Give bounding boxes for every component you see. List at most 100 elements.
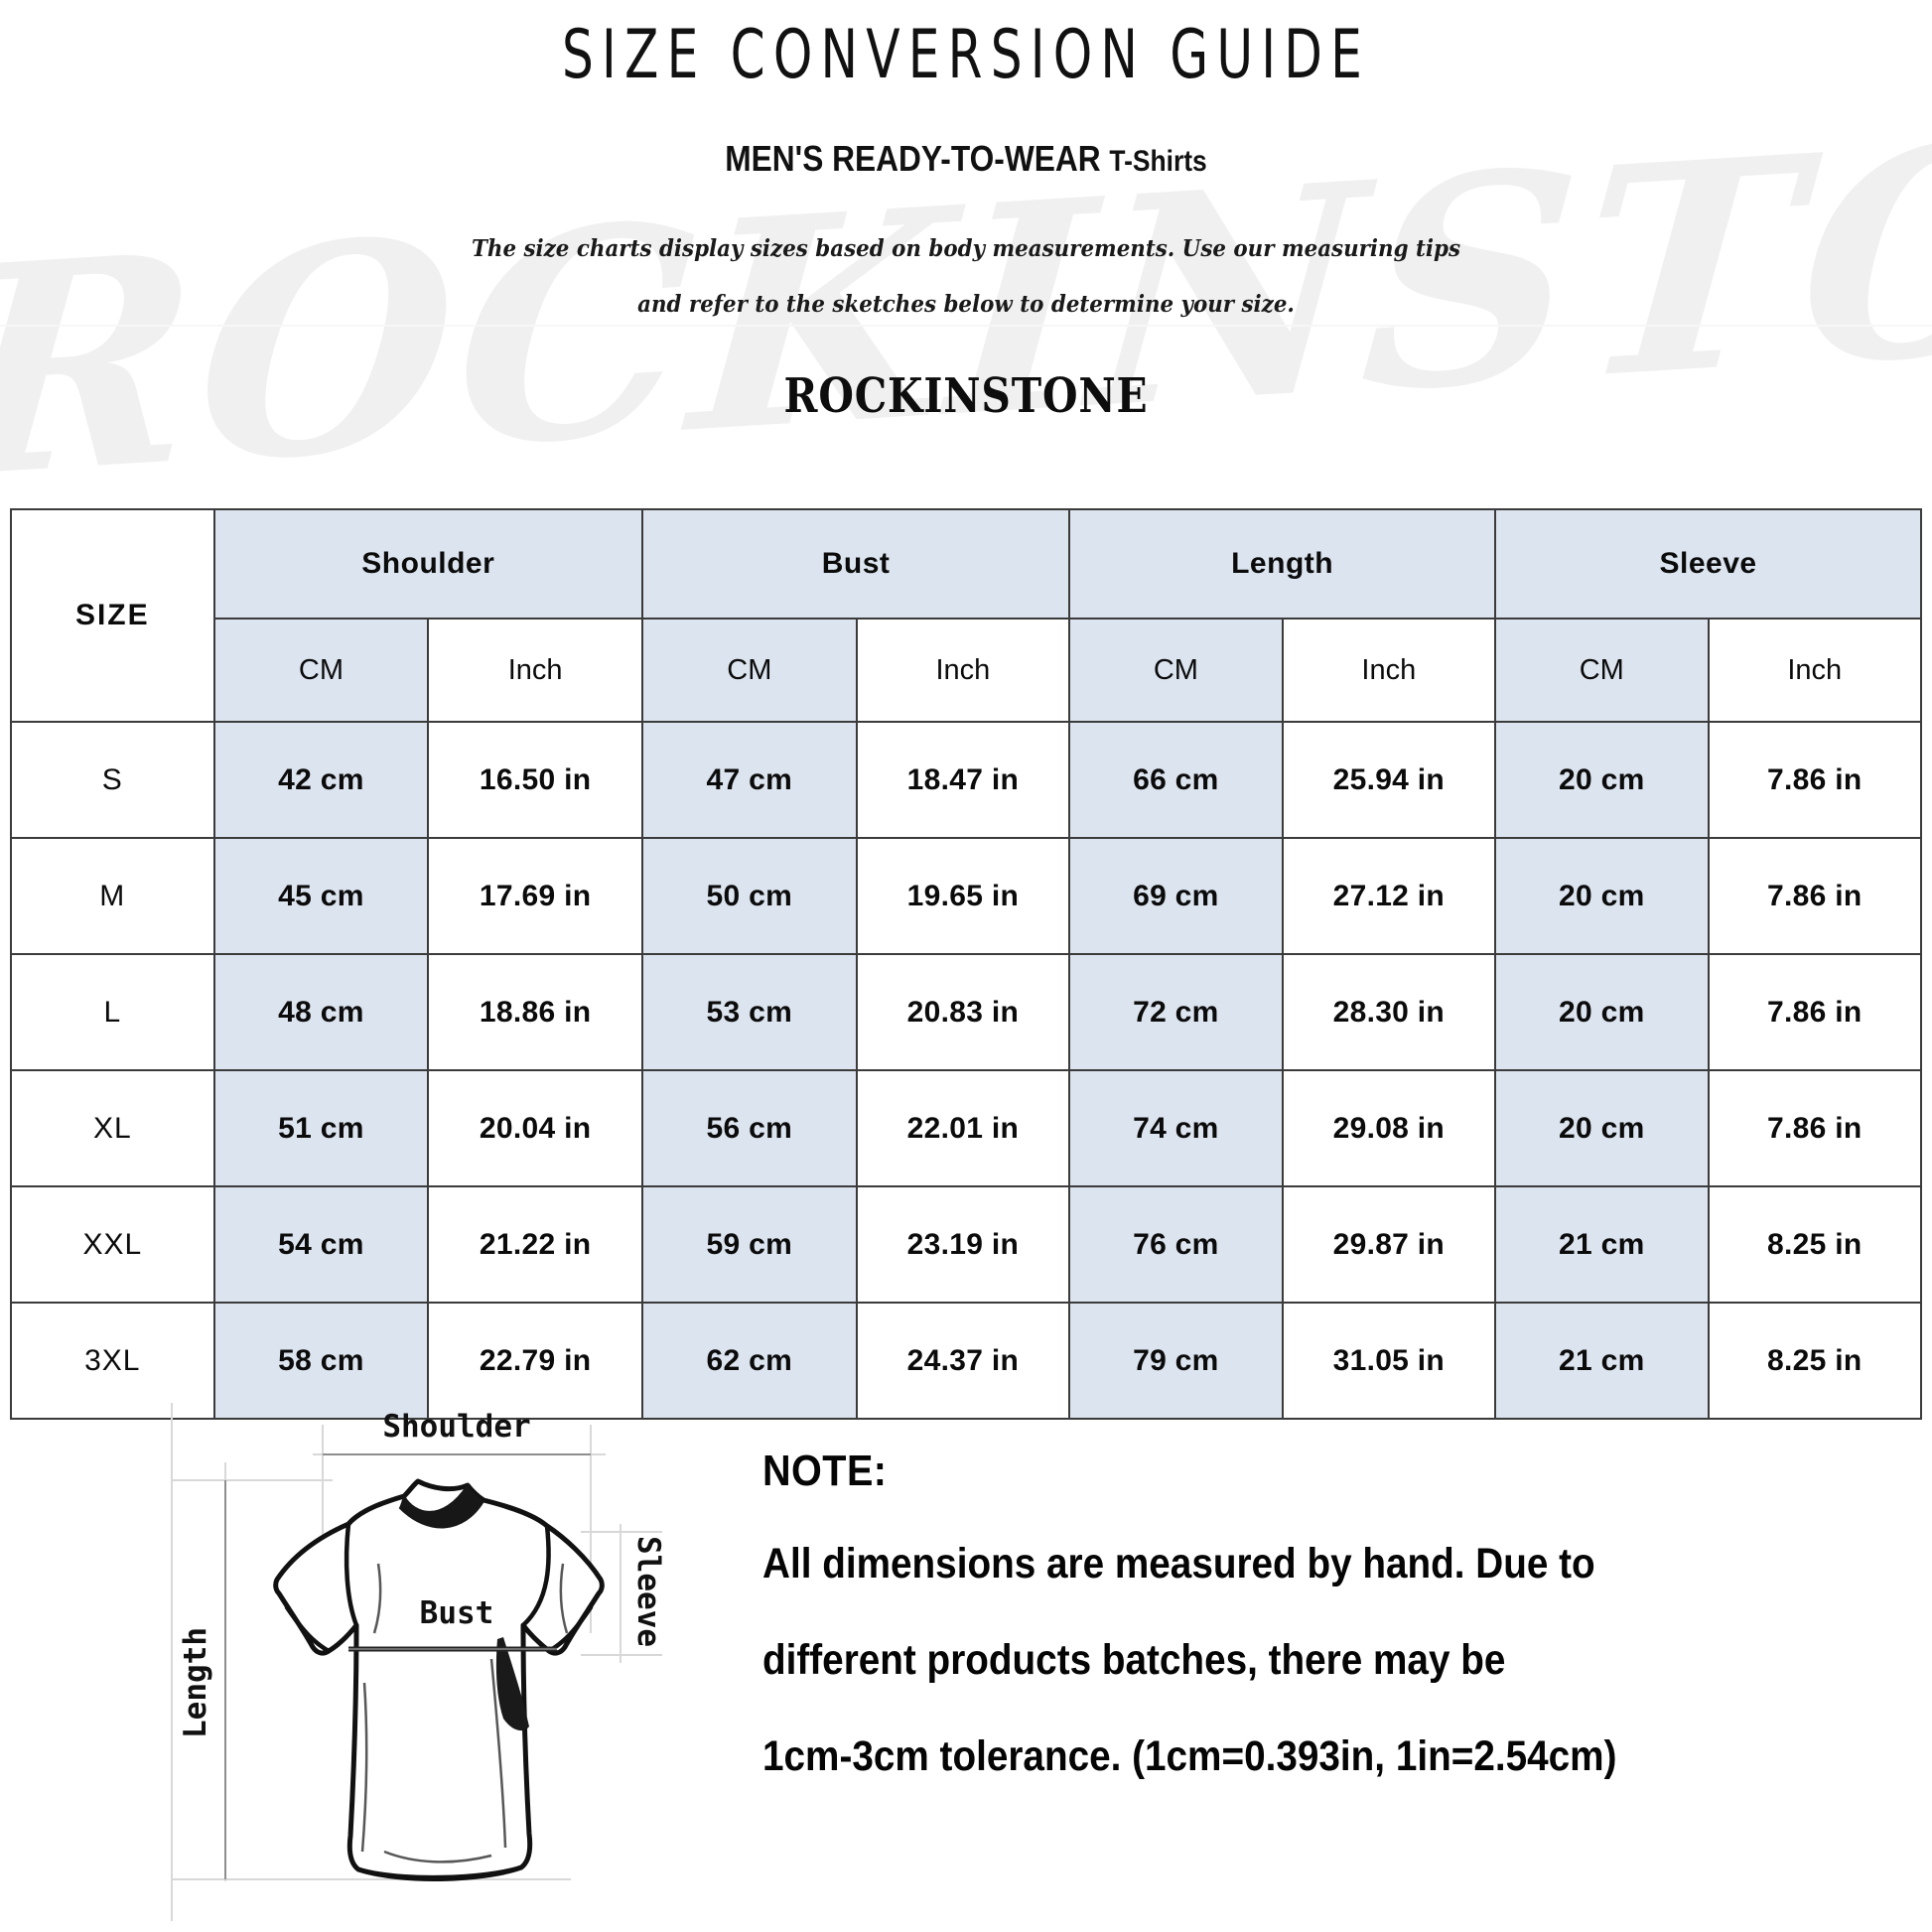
header-unit-sleeve-inch: Inch: [1707, 618, 1923, 723]
cell-xxl-cm-2: 76 cm: [1068, 1185, 1284, 1304]
cell-xxl-cm-3: 21 cm: [1494, 1185, 1710, 1304]
cell-s-cm-2: 66 cm: [1068, 721, 1284, 839]
cell-s-inch-0: 16.50 in: [427, 721, 643, 839]
cell-m-cm-3: 20 cm: [1494, 837, 1710, 955]
cell-s-cm-0: 42 cm: [212, 721, 430, 839]
note-heading: NOTE:: [762, 1447, 888, 1495]
cell-xxl-inch-2: 29.87 in: [1281, 1185, 1497, 1304]
note-line-3: 1cm-3cm tolerance. (1cm=0.393in, 1in=2.5…: [762, 1732, 1617, 1780]
cell-xl-cm-1: 56 cm: [640, 1069, 858, 1187]
cell-3xl-inch-1: 24.37 in: [855, 1302, 1071, 1420]
cell-l-inch-1: 20.83 in: [855, 953, 1071, 1071]
cell-l-cm-0: 48 cm: [212, 953, 430, 1071]
cell-size-xxl: XXL: [10, 1185, 215, 1304]
cell-3xl-inch-3: 8.25 in: [1707, 1302, 1923, 1420]
cell-m-cm-1: 50 cm: [640, 837, 858, 955]
cell-size-s: S: [10, 721, 215, 839]
label-sleeve: Sleeve: [630, 1536, 666, 1647]
cell-s-inch-2: 25.94 in: [1281, 721, 1497, 839]
cell-l-cm-2: 72 cm: [1068, 953, 1284, 1071]
label-shoulder: Shoulder: [382, 1409, 530, 1445]
header-group-length: Length: [1068, 508, 1497, 620]
cell-s-cm-3: 20 cm: [1494, 721, 1710, 839]
cell-l-inch-3: 7.86 in: [1707, 953, 1923, 1071]
cell-xl-inch-3: 7.86 in: [1707, 1069, 1923, 1187]
cell-size-xl: XL: [10, 1069, 215, 1187]
cell-m-cm-2: 69 cm: [1068, 837, 1284, 955]
cell-xl-inch-1: 22.01 in: [855, 1069, 1071, 1187]
table-group-header-row: SIZE Shoulder Bust Length Sleeve: [10, 508, 1922, 723]
cell-m-inch-0: 17.69 in: [427, 837, 643, 955]
page-subtitle: MEN'S READY-TO-WEAR T-Shirts: [116, 94, 1816, 180]
cell-xl-cm-3: 20 cm: [1494, 1069, 1710, 1187]
table-row: XL 51 cm 20.04 in 56 cm 22.01 in 74 cm 29.08 i…: [10, 1069, 1923, 1187]
header-group-sleeve: Sleeve: [1494, 508, 1922, 620]
cell-xxl-inch-1: 23.19 in: [855, 1185, 1071, 1304]
tshirt-sketch-icon: Shoulder Bust Length Sleeve: [171, 1403, 666, 1921]
header-unit-sleeve-cm: CM: [1494, 618, 1710, 723]
table-unit-header-row: CM Inch CM Inch CM Inch CM Inch: [11, 618, 1923, 723]
header-unit-bust-inch: Inch: [855, 618, 1071, 723]
cell-xl-inch-2: 29.08 in: [1281, 1069, 1497, 1187]
brand-name: ROCKINSTONE: [783, 368, 1149, 424]
cell-xl-cm-2: 74 cm: [1068, 1069, 1284, 1187]
cell-l-inch-0: 18.86 in: [427, 953, 643, 1071]
cell-size-l: L: [10, 953, 215, 1071]
cell-l-cm-1: 53 cm: [640, 953, 858, 1071]
description-line-1: The size charts display sizes based on b…: [471, 235, 1461, 318]
cell-m-inch-2: 27.12 in: [1281, 837, 1497, 955]
header-unit-length-inch: Inch: [1281, 618, 1497, 723]
page-description: The size charts display sizes based on b…: [459, 180, 1474, 333]
subtitle-category: MEN'S READY-TO-WEAR: [725, 138, 1101, 179]
cell-xxl-cm-1: 59 cm: [640, 1185, 858, 1304]
subtitle-product: T-Shirts: [1109, 145, 1207, 178]
cell-xxl-inch-0: 21.22 in: [427, 1185, 643, 1304]
cell-xl-inch-0: 20.04 in: [427, 1069, 643, 1187]
table-row: M 45 cm 17.69 in 50 cm 19.65 in 69 cm 27.12 in…: [10, 837, 1923, 955]
note-line-1: All dimensions are measured by hand. Due…: [762, 1540, 1595, 1587]
cell-s-cm-1: 47 cm: [640, 721, 858, 839]
cell-s-inch-1: 18.47 in: [855, 721, 1071, 839]
header-unit-shoulder-inch: Inch: [427, 618, 643, 723]
header-unit-length-cm: CM: [1068, 618, 1284, 723]
table-row: S 42 cm 16.50 in 47 cm 18.47 in 66 cm 25.94 in…: [10, 721, 1923, 839]
note-line-2: different products batches, there may be: [762, 1636, 1506, 1684]
table-row: 3XL 58 cm 22.79 in 62 cm 24.37 in 79 cm 31.05 …: [10, 1302, 1923, 1420]
cell-3xl-cm-3: 21 cm: [1494, 1302, 1710, 1420]
cell-3xl-cm-0: 58 cm: [212, 1302, 430, 1420]
size-table-container: SIZE Shoulder Bust Length Sleeve CM Inch…: [10, 508, 1923, 1420]
cell-s-inch-3: 7.86 in: [1707, 721, 1923, 839]
size-chart-table: SIZE Shoulder Bust Length Sleeve CM Inch…: [10, 508, 1923, 1420]
cell-m-inch-3: 7.86 in: [1707, 837, 1923, 955]
header-size: SIZE: [10, 508, 215, 723]
collar-shape: [398, 1482, 485, 1529]
cell-m-cm-0: 45 cm: [212, 837, 430, 955]
header-unit-shoulder-cm: CM: [212, 618, 430, 723]
label-length: Length: [178, 1627, 213, 1738]
table-body: S 42 cm 16.50 in 47 cm 18.47 in 66 cm 25.94 in…: [10, 721, 1923, 1420]
table-row: L 48 cm 18.86 in 53 cm 20.83 in 72 cm 28.30 in…: [10, 953, 1923, 1071]
underarm-shade: [495, 1637, 529, 1731]
header-unit-bust-cm: CM: [640, 618, 858, 723]
cell-size-m: M: [10, 837, 215, 955]
cell-size-3xl: 3XL: [10, 1302, 215, 1420]
description-line-2: below to determine your size.: [943, 291, 1295, 318]
cell-l-inch-2: 28.30 in: [1281, 953, 1497, 1071]
bottom-section: Shoulder Bust Length Sleeve NOTE: All di…: [0, 1385, 1932, 1932]
cell-l-cm-3: 20 cm: [1494, 953, 1710, 1071]
page-title: SIZE CONVERSION GUIDE: [561, 16, 1370, 94]
header-group-shoulder: Shoulder: [212, 508, 643, 620]
cell-xl-cm-0: 51 cm: [212, 1069, 430, 1187]
header-group-bust: Bust: [640, 508, 1071, 620]
note-block: NOTE: All dimensions are measured by han…: [762, 1447, 1914, 1781]
cell-xxl-inch-3: 8.25 in: [1707, 1185, 1923, 1304]
table-row: XXL 54 cm 21.22 in 59 cm 23.19 in 76 cm 29.87 …: [10, 1185, 1923, 1304]
tshirt-measurement-diagram: Shoulder Bust Length Sleeve: [154, 1385, 690, 1932]
page-header: SIZE CONVERSION GUIDE MEN'S READY-TO-WEA…: [0, 0, 1932, 424]
cell-3xl-inch-2: 31.05 in: [1281, 1302, 1497, 1420]
cell-m-inch-1: 19.65 in: [855, 837, 1071, 955]
cell-3xl-cm-1: 62 cm: [640, 1302, 858, 1420]
watermark-divider-line: [0, 325, 1932, 327]
label-bust: Bust: [420, 1595, 494, 1631]
